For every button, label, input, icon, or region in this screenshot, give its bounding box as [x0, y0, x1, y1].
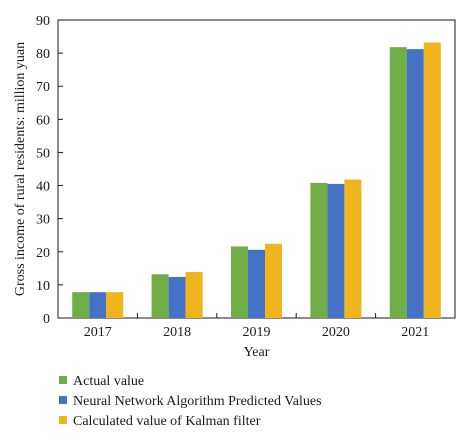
x-tick-label: 2019: [243, 325, 271, 340]
legend-swatch: [59, 416, 67, 424]
bar: [89, 292, 107, 318]
bars: [72, 42, 441, 318]
y-tick-label: 50: [36, 146, 50, 161]
y-axis: 0 10 20 30 40 50 60 70 80 90: [36, 14, 63, 327]
bar: [248, 249, 265, 318]
y-tick-label: 80: [36, 47, 50, 62]
bar: [310, 182, 328, 318]
y-tick-label: 90: [36, 14, 50, 29]
y-tick-label: 0: [43, 312, 50, 327]
y-tick-label: 60: [36, 113, 50, 128]
bar: [168, 276, 186, 318]
y-tick-label: 10: [36, 279, 50, 294]
legend-label: Calculated value of Kalman filter: [73, 414, 261, 429]
bar: [231, 246, 248, 318]
bar: [423, 42, 441, 318]
bar: [185, 271, 203, 318]
x-tick-label: 2020: [322, 325, 350, 340]
bar: [151, 274, 169, 318]
y-tick-label: 30: [36, 213, 50, 228]
legend-swatch: [59, 376, 67, 384]
bar: [265, 243, 282, 318]
bar: [406, 49, 424, 318]
x-tick-label: 2021: [401, 325, 429, 340]
y-tick-label: 20: [36, 246, 50, 261]
y-axis-label: Gross income of rural residents: million…: [13, 42, 28, 296]
legend-label: Actual value: [73, 374, 144, 389]
x-tick-label: 2017: [84, 325, 112, 340]
bar: [72, 292, 90, 318]
x-axis: 2017 2018 2019 2020 2021: [84, 313, 429, 340]
bar: [327, 183, 345, 318]
bar: [344, 179, 362, 318]
bar: [106, 292, 124, 318]
legend-swatch: [59, 396, 67, 404]
legend: Actual value Neural Network Algorithm Pre…: [59, 374, 322, 429]
bar: [389, 47, 407, 318]
legend-label: Neural Network Algorithm Predicted Value…: [73, 394, 322, 409]
x-tick-label: 2018: [163, 325, 191, 340]
x-axis-label: Year: [244, 345, 270, 360]
y-tick-label: 40: [36, 180, 50, 195]
y-tick-label: 70: [36, 80, 50, 95]
